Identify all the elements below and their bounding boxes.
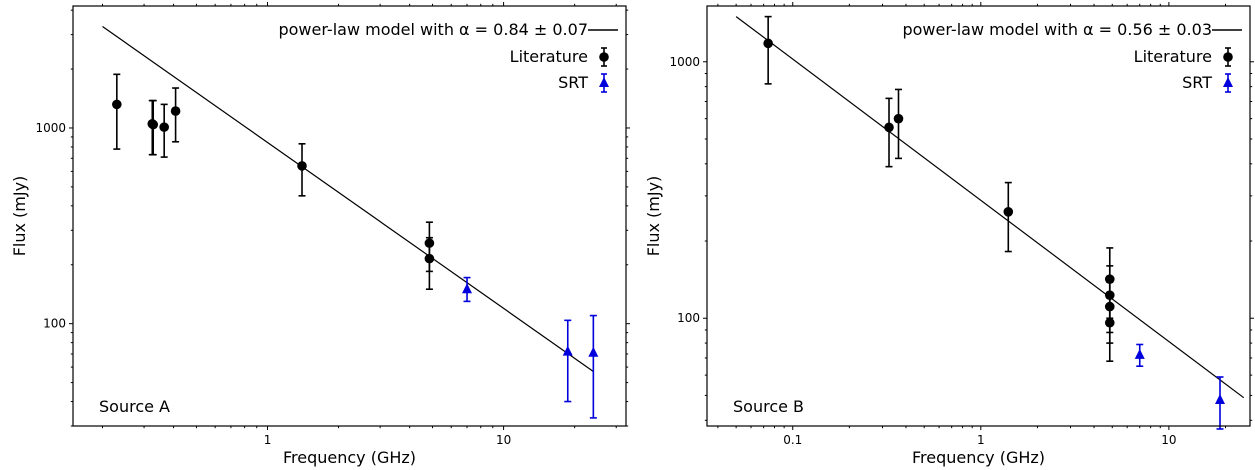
- triangle-marker: [1214, 393, 1225, 404]
- circle-marker: [884, 122, 894, 133]
- series-literature: [112, 73, 435, 291]
- plot-frame: [72, 5, 627, 427]
- circle-marker: [297, 161, 307, 171]
- literature-point: [1003, 181, 1014, 253]
- srt-point: [562, 319, 573, 403]
- legend-model-label: power-law model with α = 0.56 ± 0.03: [902, 20, 1212, 39]
- legend-triangle-marker: [599, 77, 609, 87]
- legend-srt-label: SRT: [558, 73, 588, 92]
- circle-marker: [112, 99, 122, 110]
- legend-srt-label: SRT: [1182, 73, 1212, 92]
- power-law-model-line: [735, 16, 1245, 399]
- legend-model-alpha: α = 0.56 ± 0.03: [1083, 20, 1212, 39]
- y-tick-label: 1000: [669, 55, 700, 69]
- legend-model-alpha: α = 0.84 ± 0.07: [459, 20, 588, 39]
- x-tick-label: 10: [496, 433, 511, 447]
- circle-marker: [148, 119, 159, 130]
- x-axis-label: Frequency (GHz): [283, 448, 416, 467]
- y-tick-label: 100: [43, 317, 66, 331]
- literature-point: [297, 143, 307, 197]
- circle-marker: [763, 38, 773, 49]
- circle-marker: [424, 253, 435, 264]
- literature-point: [424, 236, 435, 291]
- y-axis-label: Flux (mJy): [644, 176, 663, 257]
- circle-marker: [159, 122, 169, 132]
- y-axis-label: Flux (mJy): [10, 176, 29, 257]
- series-literature: [763, 15, 1115, 362]
- axis-ticks: [69, 2, 630, 430]
- x-axis-label: Frequency (GHz): [912, 448, 1045, 467]
- srt-point: [588, 314, 599, 419]
- srt-point: [1214, 376, 1225, 430]
- literature-point: [170, 87, 181, 143]
- x-tick-label: 0.1: [783, 433, 802, 447]
- legend-literature-label: Literature: [510, 47, 588, 66]
- legend-circle-marker: [599, 52, 609, 62]
- literature-point: [884, 97, 894, 168]
- power-law-model-line: [102, 26, 594, 372]
- panel-b: 0.1 1 10 100 1000 Frequency (GHz) Flux (mJy) po…: [644, 2, 1254, 467]
- triangle-marker: [1134, 348, 1145, 359]
- series-srt: [462, 276, 599, 419]
- y-tick-label: 1000: [35, 121, 66, 135]
- literature-point: [148, 99, 159, 156]
- srt-point: [1134, 343, 1145, 368]
- x-tick-label: 1: [977, 433, 985, 447]
- panel-label: Source A: [99, 397, 170, 416]
- literature-point: [112, 73, 122, 150]
- legend-triangle-marker: [1223, 77, 1233, 87]
- series-srt: [1134, 343, 1225, 430]
- x-tick-label: 1: [264, 433, 272, 447]
- panel-label: Source B: [733, 397, 804, 416]
- x-tick-label: 10: [1161, 433, 1176, 447]
- circle-marker: [170, 106, 181, 116]
- triangle-marker: [462, 283, 473, 294]
- literature-point: [893, 88, 904, 160]
- triangle-marker: [588, 346, 599, 357]
- circle-marker: [1104, 317, 1115, 328]
- plot-frame: [706, 5, 1251, 427]
- legend-model-label: power-law model with α = 0.84 ± 0.07: [278, 20, 588, 39]
- literature-point: [763, 15, 773, 85]
- circle-marker: [893, 113, 904, 124]
- legend-literature-label: Literature: [1134, 47, 1212, 66]
- circle-marker: [1003, 207, 1014, 217]
- y-tick-label: 100: [677, 311, 700, 325]
- literature-point: [159, 103, 169, 158]
- legend: power-law model with α = 0.84 ± 0.07 Lite…: [278, 20, 618, 93]
- legend-circle-marker: [1223, 52, 1233, 62]
- axis-ticks: [703, 2, 1254, 430]
- legend-model-name: power-law model with: [278, 20, 459, 39]
- panel-a: 1 10 100 1000 Frequency (GHz) Flux (mJy) power…: [10, 2, 630, 467]
- triangle-marker: [562, 345, 573, 356]
- literature-point: [1104, 293, 1115, 362]
- legend-model-name: power-law model with: [902, 20, 1083, 39]
- srt-point: [462, 276, 473, 303]
- legend: power-law model with α = 0.56 ± 0.03 Lite…: [902, 20, 1242, 93]
